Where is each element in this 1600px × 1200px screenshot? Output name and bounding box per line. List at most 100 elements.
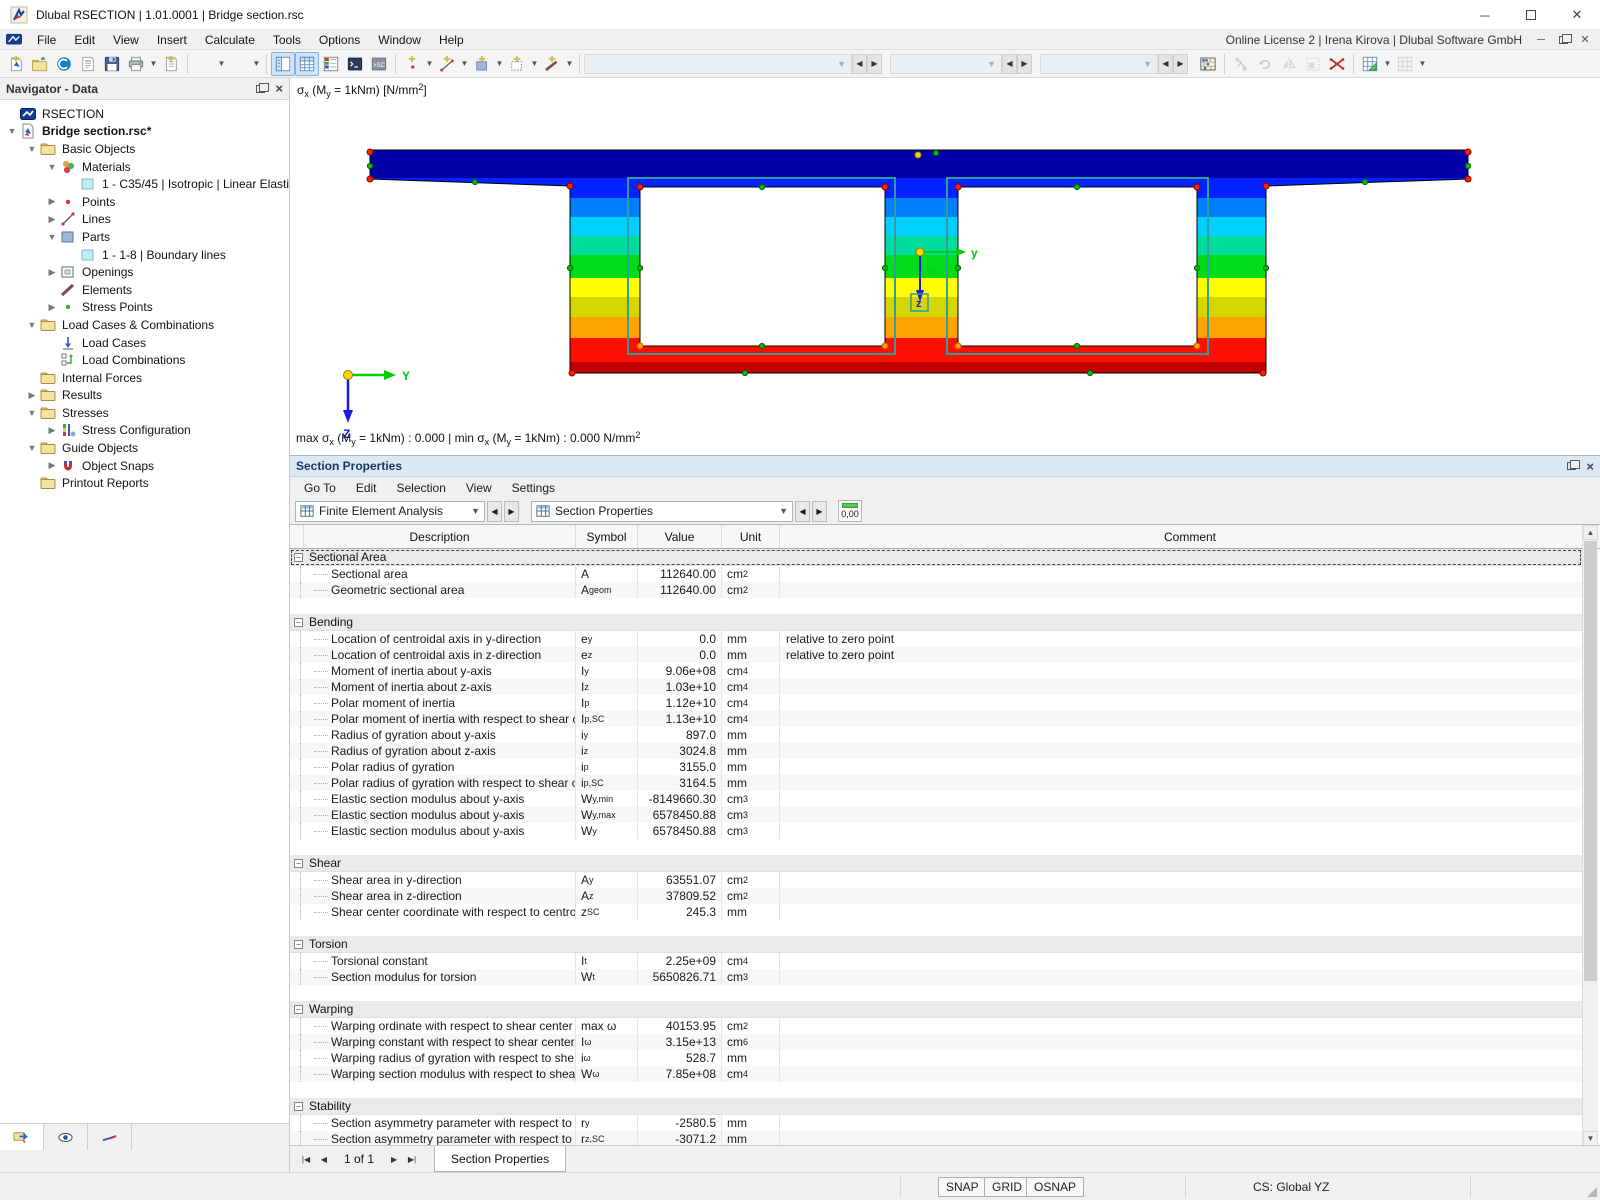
group-row-warping[interactable]: − Warping (290, 1001, 1582, 1018)
column-header-comment[interactable]: Comment (1163, 529, 1216, 544)
properties-menu-item-settings[interactable]: Settings (511, 480, 556, 495)
chevron-expanded-icon[interactable]: ▼ (27, 407, 37, 418)
tables-toggle-icon[interactable] (295, 51, 319, 76)
properties-menu-item-edit[interactable]: Edit (355, 480, 377, 495)
tree-item-elements[interactable]: Elements (0, 281, 289, 299)
tree-item-guide-objects[interactable]: ▼ Guide Objects (0, 439, 289, 457)
group-row-stability[interactable]: − Stability (290, 1098, 1582, 1115)
properties-menu-item-view[interactable]: View (465, 480, 492, 495)
print-dropdown-icon[interactable]: ▼ (149, 59, 158, 68)
properties-float-icon[interactable] (1567, 460, 1581, 470)
previous-page-icon[interactable]: ◀ (320, 1154, 328, 1164)
tree-item-load-combinations[interactable]: Load Combinations (0, 351, 289, 369)
select-region-icon[interactable] (1301, 52, 1325, 76)
collapse-icon[interactable]: − (294, 939, 303, 949)
chevron-expanded-icon[interactable]: ▼ (47, 231, 57, 242)
group-row-bending[interactable]: − Bending (290, 614, 1582, 631)
chevron-collapsed-icon[interactable]: ▶ (48, 266, 56, 277)
sc-toggle-icon[interactable]: >SC (367, 52, 391, 76)
tree-item-internal-forces[interactable]: Internal Forces (0, 369, 289, 387)
navigator-relations-tab[interactable] (88, 1124, 132, 1151)
child-minimize-icon[interactable]: ─ (1537, 33, 1545, 46)
table-row[interactable]: Shear center coordinate with respect to … (290, 904, 1582, 920)
print-preview-icon[interactable] (76, 52, 100, 76)
child-restore-icon[interactable] (1552, 31, 1574, 49)
menu-item-calculate[interactable]: Calculate (204, 32, 255, 47)
collapse-icon[interactable]: − (294, 858, 303, 868)
grid-toggle[interactable]: GRID (984, 1177, 1030, 1197)
tree-item-lines[interactable]: ▶ Lines (0, 211, 289, 229)
chevron-expanded-icon[interactable]: ▼ (27, 319, 37, 330)
next-page-icon[interactable]: ▶ (390, 1154, 398, 1164)
group-row-torsion[interactable]: − Torsion (290, 936, 1582, 953)
tree-item-openings[interactable]: ▶ Openings (0, 263, 289, 281)
collapse-icon[interactable]: − (294, 617, 303, 627)
table-row[interactable]: Warping constant with respect to shear c… (290, 1034, 1582, 1050)
toolbar-combo-3[interactable]: ▼ (1040, 53, 1158, 74)
menu-item-view[interactable]: View (113, 32, 139, 47)
minimize-icon[interactable]: ─ (1480, 7, 1490, 23)
column-header-symbol[interactable]: Symbol (576, 525, 638, 548)
group-row-shear[interactable]: − Shear (290, 855, 1582, 872)
bridge-section-graphic[interactable]: y SC z Y Z (290, 78, 1600, 455)
toolbar-combo-2[interactable]: ▼ (890, 53, 1002, 74)
tab-section-properties[interactable]: Section Properties (434, 1146, 567, 1172)
chevron-collapsed-icon[interactable]: ▶ (28, 389, 36, 400)
mirror-icon[interactable] (1277, 52, 1301, 76)
snap-toggle[interactable]: SNAP (938, 1177, 987, 1197)
table-row[interactable]: Location of centroidal axis in z-directi… (290, 647, 1582, 663)
menu-item-options[interactable]: Options (318, 32, 361, 47)
scroll-up-icon[interactable]: ▲ (1583, 525, 1598, 540)
navigator-data-tab[interactable] (0, 1124, 44, 1151)
table-row[interactable]: Warping ordinate with respect to shear c… (290, 1018, 1582, 1034)
child-close-icon[interactable]: ✕ (1580, 34, 1590, 46)
collapse-icon[interactable]: − (294, 1101, 303, 1111)
table-inactive-dropdown-icon[interactable]: ▼ (1418, 59, 1427, 68)
menu-item-file[interactable]: File (37, 32, 57, 47)
collapse-icon[interactable]: − (294, 1004, 303, 1014)
table-row[interactable]: Warping section modulus with respect to … (290, 1066, 1582, 1082)
save-icon[interactable] (100, 52, 124, 76)
scroll-down-icon[interactable]: ▼ (1583, 1131, 1598, 1146)
chevron-collapsed-icon[interactable]: ▶ (48, 424, 56, 435)
table-row[interactable]: Polar radius of gyration with respect to… (290, 775, 1582, 791)
tree-item-results[interactable]: ▶ Results (0, 387, 289, 405)
scrollbar-thumb[interactable] (1584, 541, 1597, 981)
last-page-icon[interactable]: ▶| (407, 1154, 417, 1164)
abacus-icon[interactable] (1196, 52, 1220, 76)
chevron-expanded-icon[interactable]: ▼ (47, 161, 57, 172)
tree-item-printout-reports[interactable]: Printout Reports (0, 474, 289, 492)
close-icon[interactable]: ✕ (1571, 7, 1583, 22)
new-element-icon[interactable] (540, 52, 564, 76)
table-row[interactable]: Sectional area A 112640.00 cm 2 (290, 566, 1582, 582)
new-line-dropdown-icon[interactable]: ▼ (460, 59, 469, 68)
previous-table-button[interactable]: ◀ (487, 500, 502, 522)
delete-icon[interactable] (1325, 52, 1349, 76)
tree-item-bridge-section-rsc[interactable]: ▼ Bridge section.rsc* (0, 123, 289, 141)
next-table-button[interactable]: ▶ (504, 500, 519, 522)
menu-item-tools[interactable]: Tools (272, 32, 301, 47)
table-row[interactable]: Section asymmetry parameter with respect… (290, 1115, 1582, 1131)
print-icon[interactable] (124, 52, 148, 76)
new-element-dropdown-icon[interactable]: ▼ (565, 59, 574, 68)
navigator-float-icon[interactable] (256, 82, 270, 93)
tree-item-materials[interactable]: ▼ Materials (0, 158, 289, 176)
navigator-toggle-icon[interactable] (271, 51, 295, 76)
connect-icon[interactable] (52, 52, 76, 76)
tree-item-rsection[interactable]: RSECTION (0, 105, 289, 123)
chevron-collapsed-icon[interactable]: ▶ (48, 196, 56, 207)
resize-grip[interactable] (1587, 1187, 1597, 1197)
chevron-expanded-icon[interactable]: ▼ (7, 126, 17, 137)
new-point-icon[interactable] (400, 52, 424, 76)
table-scrollbar[interactable]: ▲ ▼ (1582, 525, 1598, 1146)
new-opening-icon[interactable] (505, 52, 529, 76)
previous-combo-3-button[interactable]: ◀ (1158, 53, 1173, 74)
chevron-expanded-icon[interactable]: ▼ (27, 443, 37, 454)
table-active-icon[interactable] (1358, 52, 1382, 76)
